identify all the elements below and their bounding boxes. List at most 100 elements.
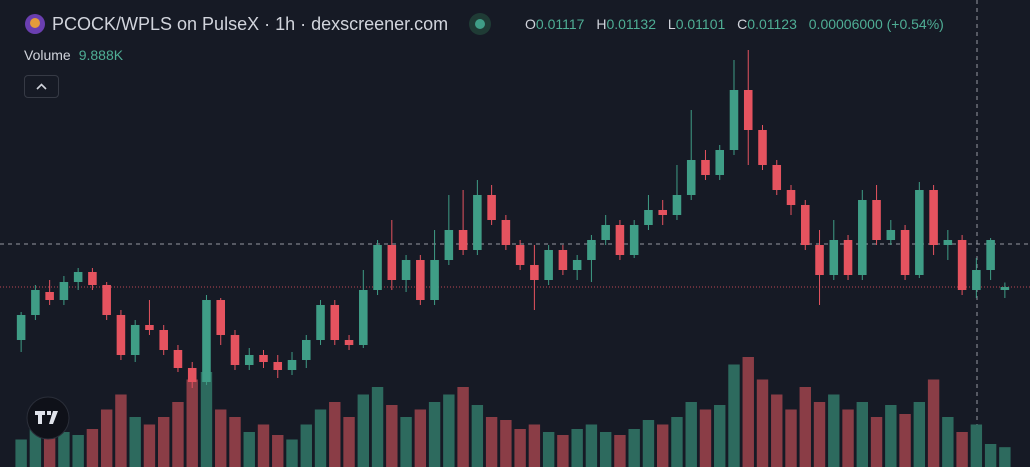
header: PCOCK/WPLS on PulseX · 1h · dexscreener.… [24,12,492,36]
volume-bar [970,424,983,467]
candle-body [130,325,140,355]
candle-body [530,265,539,280]
volume-bar [771,394,783,467]
candle-body [316,305,325,340]
candle-body [572,260,582,270]
volume-bar [143,424,156,467]
volume-bar [115,394,127,467]
candle-body [16,315,26,340]
candle-body [686,160,696,195]
candle-body [359,290,368,345]
ohlc-key: C [737,16,748,32]
volume-bar [200,372,213,467]
candle-body [458,230,468,250]
volume-bar [286,439,298,467]
volume-bar [428,402,441,467]
tradingview-logo[interactable] [26,396,70,440]
volume-bar [628,429,640,467]
volume-bar [371,387,384,467]
candle-body [259,355,268,362]
ohlc-value: 0.01123 [747,16,797,32]
volume-bar [799,387,811,467]
volume-bar [656,424,669,467]
candle-body [487,195,496,220]
candle-body [173,350,183,368]
volume-bar [100,409,113,467]
volume-bar [58,432,70,467]
volume-bar [257,424,270,467]
candle-body [116,315,126,355]
volume-bar [899,414,911,467]
candle-body [715,150,725,175]
volume-bar [956,432,968,467]
candle-body [216,300,226,335]
candle-body [772,165,782,190]
volume-bar [742,357,754,467]
candle-body [672,195,682,215]
volume-bar [243,432,255,467]
volume-bar [870,417,883,467]
candle-body [230,335,240,365]
candle-body [986,240,995,270]
volume-bar [471,405,484,467]
volume-bar [386,405,398,467]
candle-body [858,200,867,275]
ohlc-key: L [667,16,676,32]
candle-body [843,240,853,275]
candle-body [416,260,425,300]
candle-body [301,340,311,360]
candle-body [88,272,97,285]
candle-body [886,230,896,240]
volume-bar [842,409,854,467]
volume-bar [685,402,697,467]
volume-bar [357,394,370,467]
candle-body [444,230,454,260]
ohlc-key: O [525,16,536,32]
volume-bar [129,417,141,467]
status-dot [469,13,492,35]
candle-body [972,270,981,290]
volume-bar [272,435,284,467]
candle-body [729,90,739,150]
volume-bar [457,387,469,467]
candle-body [45,292,54,300]
candle-body [1000,287,1010,290]
volume-legend: Volume 9.888K [24,47,123,63]
candle-body [829,240,839,275]
volume-bar [642,420,655,467]
volume-bar [571,429,583,467]
candle-body [615,225,625,255]
volume-bar [728,364,740,467]
volume-bar [999,447,1011,467]
status-core [475,19,486,29]
candle-body [815,245,824,275]
volume-bar [885,405,897,467]
candle-body [344,340,354,345]
candle-body [73,272,83,282]
volume-bar [443,394,455,467]
volume-bar [585,424,598,467]
volume-bar [942,417,954,467]
candle-body [758,130,767,165]
volume-bar [785,409,797,467]
ohlc-value: 0.01117 [535,16,585,32]
volume-bar [343,417,355,467]
volume-bar [813,402,826,467]
candle-body [244,355,254,365]
volume-bar [29,424,42,467]
candle-body [102,285,111,315]
candle-body [658,210,667,215]
candle-body [159,330,168,350]
collapse-button[interactable] [24,75,59,98]
volume-bar [314,409,327,467]
candle-body [473,195,482,250]
candle-body [387,245,397,280]
candle-body [629,225,639,255]
volume-bar [400,417,412,467]
candle-body [900,230,910,275]
volume-bar [557,435,569,467]
candle-body [929,190,938,245]
volume-bar [599,432,612,467]
logo-mark [35,411,58,424]
